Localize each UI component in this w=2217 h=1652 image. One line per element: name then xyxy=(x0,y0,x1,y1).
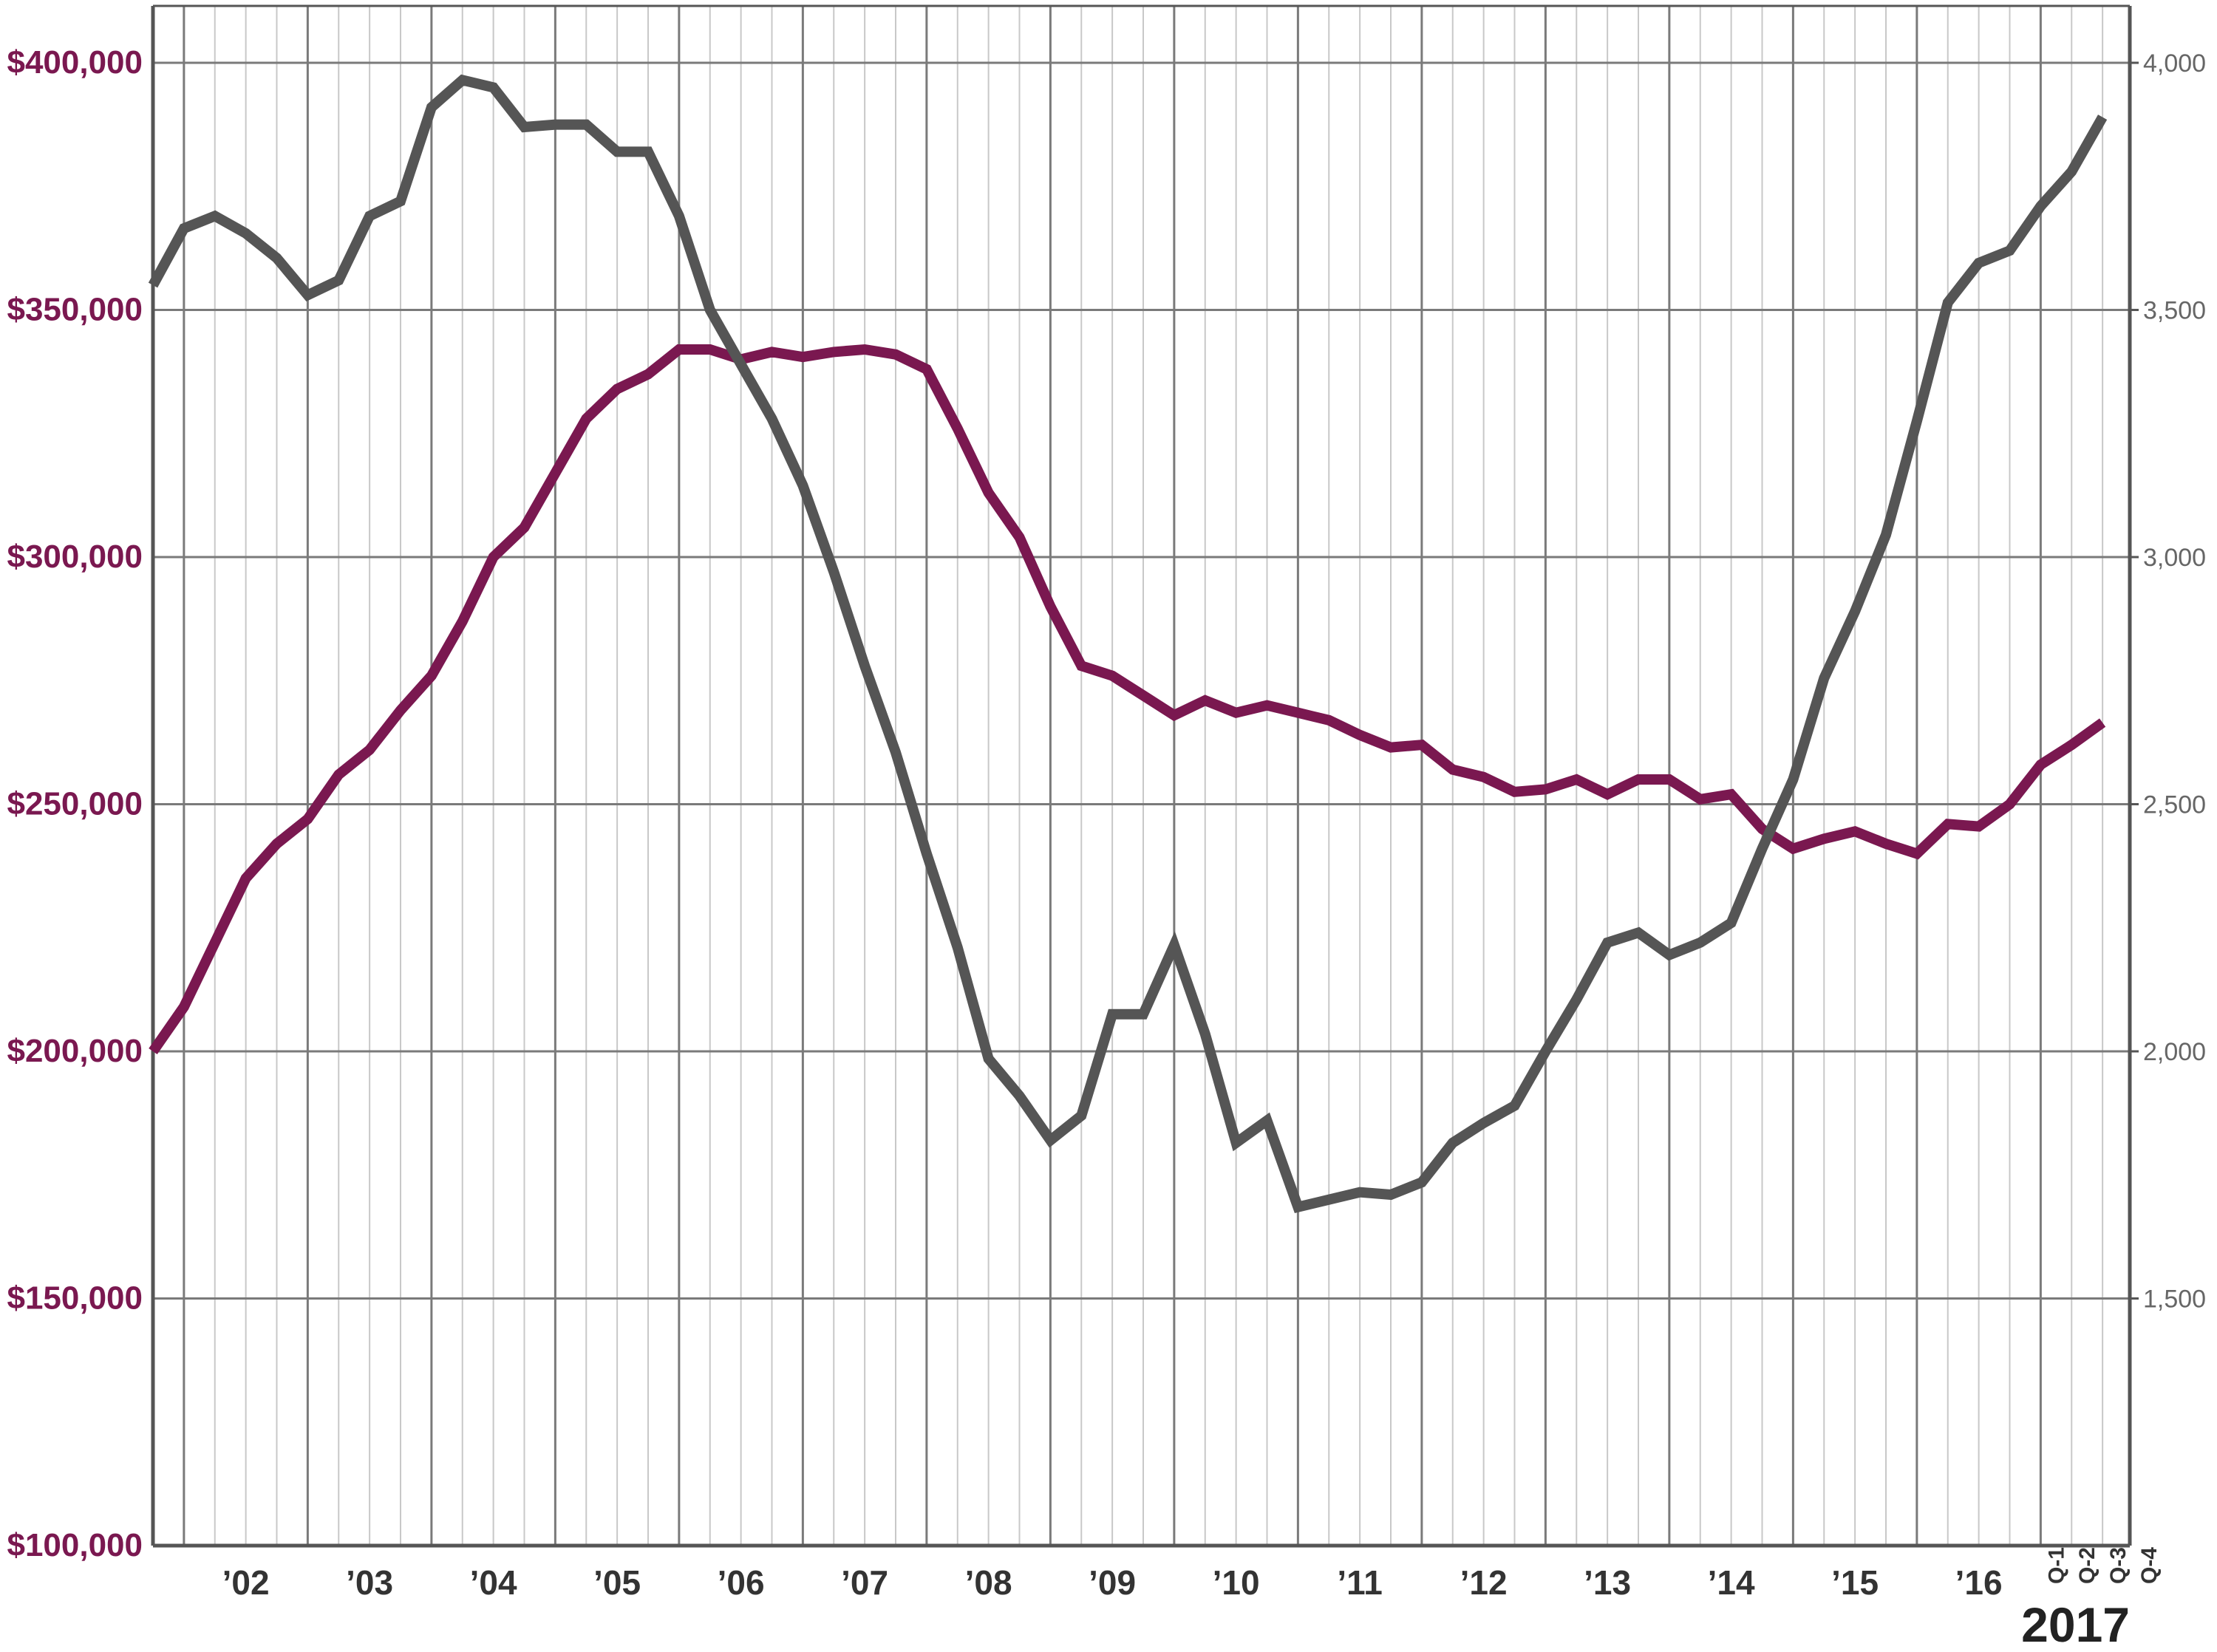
price-series-line xyxy=(149,344,2106,1054)
x-axis-ticks: ’02 ’03 ’04 ’05 ’06 ’07 ’08 ’09 ’10 ’11 ’12 ’13 ’14 ’… xyxy=(222,1547,2162,1652)
left-tick-label: $250,000 xyxy=(7,786,143,822)
year-tick-label: ’12 xyxy=(1460,1563,1508,1602)
right-tick-label: 2,000 xyxy=(2143,1038,2206,1066)
right-tick-label: 4,000 xyxy=(2143,50,2206,78)
left-tick-label: $400,000 xyxy=(7,44,143,81)
quarter-tick-label: Q-2 xyxy=(2075,1547,2099,1584)
year-tick-label: ’16 xyxy=(1955,1563,2003,1602)
year-tick-label: ’08 xyxy=(965,1563,1012,1602)
count-series-line xyxy=(148,74,2108,1213)
year-tick-label: ’04 xyxy=(470,1563,517,1602)
year-tick-label: ’13 xyxy=(1584,1563,1631,1602)
quarter-tick-label: Q-1 xyxy=(2044,1547,2068,1584)
left-tick-label: $150,000 xyxy=(7,1280,143,1317)
left-axis-ticks: $100,000 $150,000 $200,000 $250,000 $300,000… xyxy=(7,44,143,1563)
year-tick-label: ’14 xyxy=(1708,1563,1755,1602)
right-tick-label: 2,500 xyxy=(2143,791,2206,819)
year-tick-label: ’03 xyxy=(346,1563,393,1602)
year-tick-label: ’07 xyxy=(841,1563,888,1602)
left-tick-label: $100,000 xyxy=(7,1527,143,1563)
quarter-tick-label: Q-4 xyxy=(2137,1547,2162,1584)
axes xyxy=(151,4,2132,1548)
left-tick-label: $300,000 xyxy=(7,539,143,575)
left-tick-label: $350,000 xyxy=(7,292,143,328)
year-tick-label: ’11 xyxy=(1337,1563,1382,1602)
right-tick-label: 1,500 xyxy=(2143,1286,2206,1314)
right-axis-ticks: 1,500 2,000 2,500 3,000 3,500 4,000 xyxy=(2130,50,2206,1314)
left-tick-label: $200,000 xyxy=(7,1033,143,1069)
quarter-tick-label: Q-3 xyxy=(2106,1547,2131,1584)
year-tick-label: ’02 xyxy=(222,1563,270,1602)
right-tick-label: 3,500 xyxy=(2143,297,2206,325)
year-tick-label: ’15 xyxy=(1831,1563,1879,1602)
year-tick-label: ’10 xyxy=(1213,1563,1260,1602)
right-tick-label: 3,000 xyxy=(2143,544,2206,572)
horizontal-gridlines xyxy=(153,61,2130,1300)
final-year-label: 2017 xyxy=(2021,1597,2130,1652)
year-tick-label: ’06 xyxy=(718,1563,765,1602)
year-tick-label: ’09 xyxy=(1089,1563,1136,1602)
year-tick-label: ’05 xyxy=(593,1563,641,1602)
minor-gridlines xyxy=(214,6,2104,1546)
series-layer xyxy=(148,74,2108,1213)
